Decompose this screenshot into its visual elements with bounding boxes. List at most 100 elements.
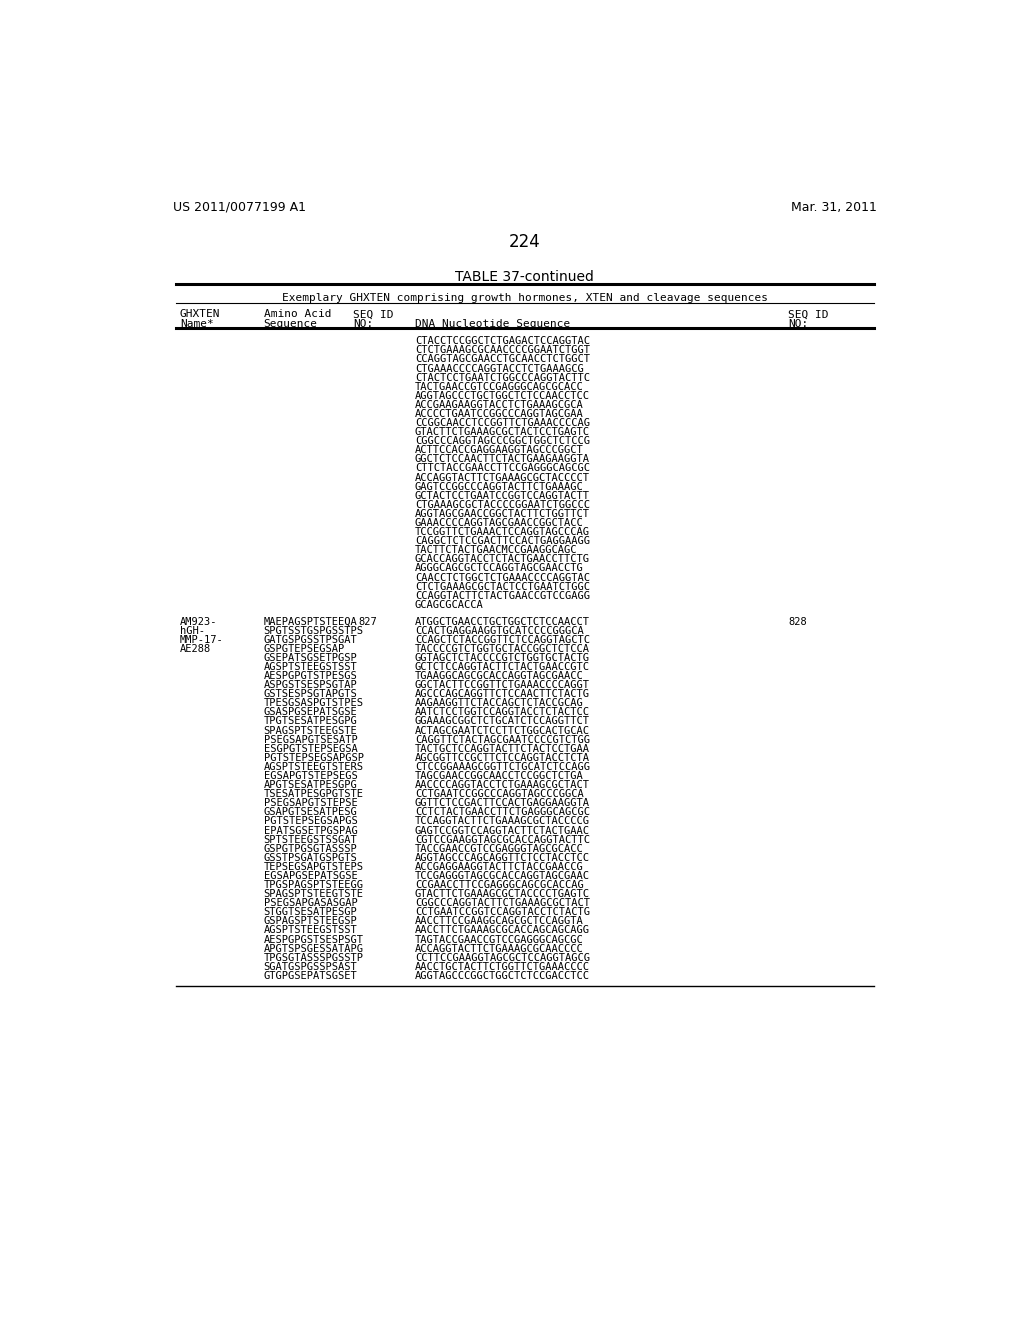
Text: GAGTCCGGCCCAGGTACTTCTGAAAGC: GAGTCCGGCCCAGGTACTTCTGAAAGC: [415, 482, 584, 491]
Text: CCGAACCTTCCGAGGGCAGCGCACCAG: CCGAACCTTCCGAGGGCAGCGCACCAG: [415, 880, 584, 890]
Text: EGSAPGTSTEPSEGS: EGSAPGTSTEPSEGS: [263, 771, 357, 781]
Text: GTGPGSEPATSGSET: GTGPGSEPATSGSET: [263, 972, 357, 981]
Text: AACCTTCCGAAGGCAGCGCTCCAGGTA: AACCTTCCGAAGGCAGCGCTCCAGGTA: [415, 916, 584, 927]
Text: AATCTCCTGGTCCAGGTACCTCTACTCC: AATCTCCTGGTCCAGGTACCTCTACTCC: [415, 708, 590, 717]
Text: CCAGGTAGCGAACCTGCAACCTCTGGCT: CCAGGTAGCGAACCTGCAACCTCTGGCT: [415, 355, 590, 364]
Text: GSPGTEPSEGSAP: GSPGTEPSEGSAP: [263, 644, 345, 653]
Text: AACCTTCTGAAAGCGCACCAGCAGCAGG: AACCTTCTGAAAGCGCACCAGCAGCAGG: [415, 925, 590, 936]
Text: TABLE 37-continued: TABLE 37-continued: [456, 271, 594, 284]
Text: TCCAGGTACTTCTGAAAGCGCTACCCCG: TCCAGGTACTTCTGAAAGCGCTACCCCG: [415, 817, 590, 826]
Text: TPGSGTASSSPGSSTP: TPGSGTASSSPGSSTP: [263, 953, 364, 962]
Text: GSTSESPSGTAPGTS: GSTSESPSGTAPGTS: [263, 689, 357, 700]
Text: EGSAPGSEPATSGSE: EGSAPGSEPATSGSE: [263, 871, 357, 880]
Text: CGGCCCAGGTACTTCTGAAAGCGCTACT: CGGCCCAGGTACTTCTGAAAGCGCTACT: [415, 898, 590, 908]
Text: PSEGSAPGTSESATP: PSEGSAPGTSESATP: [263, 735, 357, 744]
Text: GHXTEN: GHXTEN: [180, 309, 220, 319]
Text: TAGCGAACCGGCAACCTCCGGCTCTGA: TAGCGAACCGGCAACCTCCGGCTCTGA: [415, 771, 584, 781]
Text: GGCTCTCCAACTTCTACTGAAGAAGGTA: GGCTCTCCAACTTCTACTGAAGAAGGTA: [415, 454, 590, 465]
Text: ACCGAAGAAGGTACCTCTGAAAGCGCA: ACCGAAGAAGGTACCTCTGAAAGCGCA: [415, 400, 584, 411]
Text: GAAACCCCAGGTAGCGAACCGGCTACC: GAAACCCCAGGTAGCGAACCGGCTACC: [415, 517, 584, 528]
Text: 224: 224: [509, 234, 541, 251]
Text: 828: 828: [788, 616, 807, 627]
Text: AGSPTSTEEGSTSST: AGSPTSTEEGSTSST: [263, 925, 357, 936]
Text: hGH-: hGH-: [180, 626, 205, 636]
Text: GCACCAGGTACCTCTACTGAACCTTCTG: GCACCAGGTACCTCTACTGAACCTTCTG: [415, 554, 590, 565]
Text: TCCGAGGGTAGCGCACCAGGTAGCGAAC: TCCGAGGGTAGCGCACCAGGTAGCGAAC: [415, 871, 590, 880]
Text: SPAGSPTSTEEGSTE: SPAGSPTSTEEGSTE: [263, 726, 357, 735]
Text: SPGTSSTGSPGSSTPS: SPGTSSTGSPGSSTPS: [263, 626, 364, 636]
Text: CCAGGTACTTCTACTGAACCGTCCGAGG: CCAGGTACTTCTACTGAACCGTCCGAGG: [415, 590, 590, 601]
Text: AAGAAGGTTCTACCAGCTCTACCGCAG: AAGAAGGTTCTACCAGCTCTACCGCAG: [415, 698, 584, 709]
Text: APGTSESATPESGPG: APGTSESATPESGPG: [263, 780, 357, 791]
Text: GTACTTCTGAAAGCGCTACTCCTGAGTC: GTACTTCTGAAAGCGCTACTCCTGAGTC: [415, 428, 590, 437]
Text: GGAAAGCGGCTCTGCATCTCCAGGTTCT: GGAAAGCGGCTCTGCATCTCCAGGTTCT: [415, 717, 590, 726]
Text: AGSPTSTEEGTSTERS: AGSPTSTEEGTSTERS: [263, 762, 364, 772]
Text: CTCTGAAAGCGCTACTCCTGAATCTGGC: CTCTGAAAGCGCTACTCCTGAATCTGGC: [415, 582, 590, 591]
Text: CTACCTCCGGCTCTGAGACTCCAGGTAC: CTACCTCCGGCTCTGAGACTCCAGGTAC: [415, 337, 590, 346]
Text: MMP-17-: MMP-17-: [180, 635, 223, 644]
Text: CTCCGGAAAGCGGTTCTGCATCTCCAGG: CTCCGGAAAGCGGTTCTGCATCTCCAGG: [415, 762, 590, 772]
Text: AGSPTSTEEGSTSST: AGSPTSTEEGSTSST: [263, 663, 357, 672]
Text: TPGSPAGSPTSTEEGG: TPGSPAGSPTSTEEGG: [263, 880, 364, 890]
Text: AGCGGTTCCGCTTCTCCAGGTACCTCTA: AGCGGTTCCGCTTCTCCAGGTACCTCTA: [415, 752, 590, 763]
Text: GSASPGSEPATSGSE: GSASPGSEPATSGSE: [263, 708, 357, 717]
Text: CAGGCTCTCCGACTTCCACTGAGGAAGG: CAGGCTCTCCGACTTCCACTGAGGAAGG: [415, 536, 590, 546]
Text: MAEPAGSPTSTEEQA: MAEPAGSPTSTEEQA: [263, 616, 357, 627]
Text: SPTSTEEGSTSSGAT: SPTSTEEGSTSSGAT: [263, 834, 357, 845]
Text: SPAGSPTSTEEGTSTE: SPAGSPTSTEEGTSTE: [263, 890, 364, 899]
Text: APGTSPSGESSATAPG: APGTSPSGESSATAPG: [263, 944, 364, 953]
Text: AE288: AE288: [180, 644, 211, 653]
Text: CCTTCCGAAGGTAGCGCTCCAGGTAGCG: CCTTCCGAAGGTAGCGCTCCAGGTAGCG: [415, 953, 590, 962]
Text: TSESATPESGPGTSTE: TSESATPESGPGTSTE: [263, 789, 364, 799]
Text: CCAGCTCTACCGGTTCTCCAGGTAGCTC: CCAGCTCTACCGGTTCTCCAGGTAGCTC: [415, 635, 590, 644]
Text: PGTSTEPSEGSAPGS: PGTSTEPSEGSAPGS: [263, 817, 357, 826]
Text: SEQ ID: SEQ ID: [788, 309, 828, 319]
Text: GGCTACTTCCGGTTCTGAAACCCCAGGT: GGCTACTTCCGGTTCTGAAACCCCAGGT: [415, 680, 590, 690]
Text: GSPAGSPTSTEEGSP: GSPAGSPTSTEEGSP: [263, 916, 357, 927]
Text: SGATGSPGSSPSAST: SGATGSPGSSPSAST: [263, 962, 357, 972]
Text: AGGTAGCCCAGCAGGTTCTCCTACCTCC: AGGTAGCCCAGCAGGTTCTCCTACCTCC: [415, 853, 590, 863]
Text: AGGGCAGCGCTCCAGGTAGCGAACCTG: AGGGCAGCGCTCCAGGTAGCGAACCTG: [415, 564, 584, 573]
Text: ACTTCCACCGAGGAAGGTAGCCCGGCT: ACTTCCACCGAGGAAGGTAGCCCGGCT: [415, 445, 584, 455]
Text: ACCAGGTACTTCTGAAAGCGCAACCCC: ACCAGGTACTTCTGAAAGCGCAACCCC: [415, 944, 584, 953]
Text: STGGTSESATPESGP: STGGTSESATPESGP: [263, 907, 357, 917]
Text: CTGAAAGCGCTACCCCGGAATCTGGCCC: CTGAAAGCGCTACCCCGGAATCTGGCCC: [415, 500, 590, 510]
Text: CCTGAATCCGGTCCAGGTACCTCTACTG: CCTGAATCCGGTCCAGGTACCTCTACTG: [415, 907, 590, 917]
Text: US 2011/0077199 A1: US 2011/0077199 A1: [173, 201, 306, 214]
Text: CGTCCGAAGGTAGCGCACCAGGTACTTC: CGTCCGAAGGTAGCGCACCAGGTACTTC: [415, 834, 590, 845]
Text: GTACTTCTGAAAGCGCTACCCCTGAGTC: GTACTTCTGAAAGCGCTACCCCTGAGTC: [415, 890, 590, 899]
Text: TGAAGGCAGCGCACCAGGTAGCGAACC: TGAAGGCAGCGCACCAGGTAGCGAACC: [415, 671, 584, 681]
Text: GSAPGTSESATPESG: GSAPGTSESATPESG: [263, 808, 357, 817]
Text: CCTCTACTGAACCTTCTGAGGGCAGCGC: CCTCTACTGAACCTTCTGAGGGCAGCGC: [415, 808, 590, 817]
Text: GATGSPGSSTPSGAT: GATGSPGSSTPSGAT: [263, 635, 357, 644]
Text: CCTGAATCCGGCCCAGGTAGCCCGGCA: CCTGAATCCGGCCCAGGTAGCCCGGCA: [415, 789, 584, 799]
Text: ACTAGCGAATCTCCTTCTGGCACTGCAC: ACTAGCGAATCTCCTTCTGGCACTGCAC: [415, 726, 590, 735]
Text: Mar. 31, 2011: Mar. 31, 2011: [791, 201, 877, 214]
Text: PGTSTEPSEGSAPGSP: PGTSTEPSEGSAPGSP: [263, 752, 364, 763]
Text: AESPGPGSTSESPSGT: AESPGPGSTSESPSGT: [263, 935, 364, 945]
Text: GSPGTPGSGTASSSP: GSPGTPGSGTASSSP: [263, 843, 357, 854]
Text: AM923-: AM923-: [180, 616, 217, 627]
Text: NO:: NO:: [352, 318, 373, 329]
Text: CTTCTACCGAACCTTCCGAGGGCAGCGC: CTTCTACCGAACCTTCCGAGGGCAGCGC: [415, 463, 590, 474]
Text: TACTTCTACTGAACMCCGAAGGCAGC: TACTTCTACTGAACMCCGAAGGCAGC: [415, 545, 578, 556]
Text: SEQ ID: SEQ ID: [352, 309, 393, 319]
Text: AGGTAGCCCTGCTGGCTCTCCAACCTCC: AGGTAGCCCTGCTGGCTCTCCAACCTCC: [415, 391, 590, 401]
Text: ESGPGTSTEPSEGSA: ESGPGTSTEPSEGSA: [263, 743, 357, 754]
Text: TACCCCGTCTGGTGCTACCGGCTCTCCA: TACCCCGTCTGGTGCTACCGGCTCTCCA: [415, 644, 590, 653]
Text: CTGAAACCCCAGGTACCTCTGAAAGCG: CTGAAACCCCAGGTACCTCTGAAAGCG: [415, 363, 584, 374]
Text: CAGGTTCTACTAGCGAATCCCCGTCTGG: CAGGTTCTACTAGCGAATCCCCGTCTGG: [415, 735, 590, 744]
Text: GCAGCGCACCA: GCAGCGCACCA: [415, 599, 483, 610]
Text: EPATSGSETPGSPAG: EPATSGSETPGSPAG: [263, 825, 357, 836]
Text: ASPGSTSESPSGTAP: ASPGSTSESPSGTAP: [263, 680, 357, 690]
Text: GGTAGCTCTACCCCGTCTGGTGCTACTG: GGTAGCTCTACCCCGTCTGGTGCTACTG: [415, 653, 590, 663]
Text: AACCCCAGGTACCTCTGAAAGCGCTACT: AACCCCAGGTACCTCTGAAAGCGCTACT: [415, 780, 590, 791]
Text: CTACTCCTGAATCTGGCCCAGGTACTTC: CTACTCCTGAATCTGGCCCAGGTACTTC: [415, 372, 590, 383]
Text: TACTGCTCCAGGTACTTCTACTCCTGAA: TACTGCTCCAGGTACTTCTACTCCTGAA: [415, 743, 590, 754]
Text: PSEGSAPGTSTEPSE: PSEGSAPGTSTEPSE: [263, 799, 357, 808]
Text: TPESGSASPGTSTPES: TPESGSASPGTSTPES: [263, 698, 364, 709]
Text: CCGGCAACCTCCGGTTCTGAAACCCCAG: CCGGCAACCTCCGGTTCTGAAACCCCAG: [415, 418, 590, 428]
Text: ACCAGGTACTTCTGAAAGCGCTACCCCT: ACCAGGTACTTCTGAAAGCGCTACCCCT: [415, 473, 590, 483]
Text: CTCTGAAAGCGCAACCCCGGAATCTGGT: CTCTGAAAGCGCAACCCCGGAATCTGGT: [415, 346, 590, 355]
Text: Name*: Name*: [180, 318, 214, 329]
